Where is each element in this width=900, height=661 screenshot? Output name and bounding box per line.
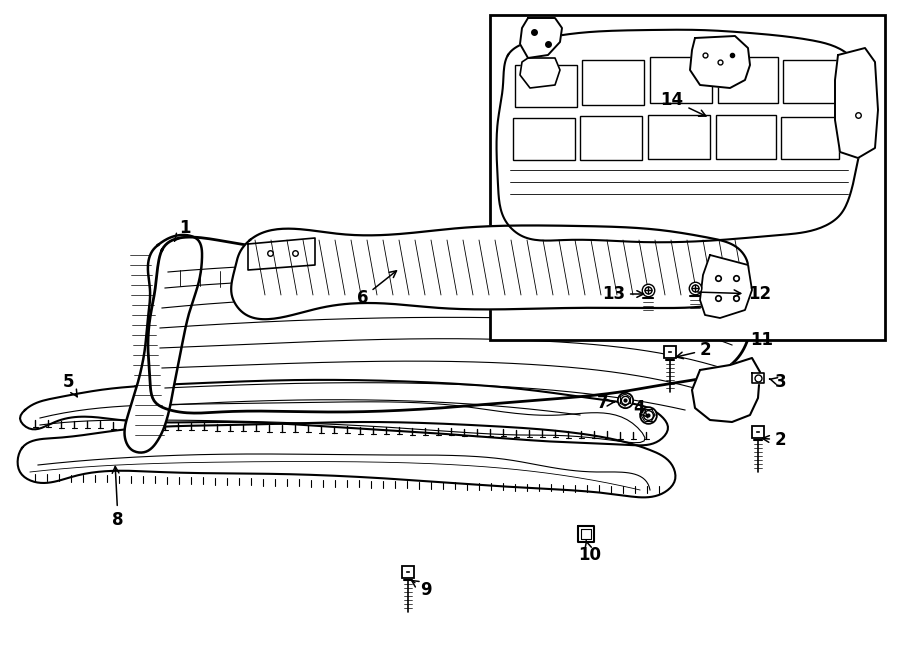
Polygon shape: [690, 36, 750, 88]
Polygon shape: [20, 380, 668, 446]
Polygon shape: [520, 58, 560, 88]
Bar: [515, 65, 577, 107]
Polygon shape: [231, 225, 748, 319]
Text: 13: 13: [602, 285, 644, 303]
Bar: [580, 116, 642, 160]
Polygon shape: [692, 358, 760, 422]
Text: 12: 12: [698, 285, 771, 303]
Polygon shape: [520, 18, 562, 58]
Text: 3: 3: [770, 373, 787, 391]
Text: 1: 1: [175, 219, 191, 241]
Text: 6: 6: [356, 271, 397, 307]
Bar: [781, 117, 839, 159]
Text: 7: 7: [597, 394, 614, 412]
Bar: [490, 15, 885, 340]
Text: 10: 10: [579, 541, 601, 564]
Polygon shape: [835, 48, 878, 158]
Text: 8: 8: [112, 467, 124, 529]
Bar: [513, 118, 575, 160]
Polygon shape: [578, 526, 594, 542]
Polygon shape: [700, 255, 752, 318]
Bar: [783, 60, 841, 103]
Text: 14: 14: [661, 91, 706, 116]
Bar: [582, 60, 644, 105]
Bar: [716, 115, 776, 159]
Text: 11: 11: [751, 331, 773, 349]
Polygon shape: [124, 235, 202, 453]
Bar: [648, 115, 710, 159]
Bar: [650, 57, 712, 103]
Polygon shape: [248, 238, 315, 270]
Polygon shape: [497, 30, 868, 243]
Text: 9: 9: [411, 580, 432, 599]
Polygon shape: [148, 237, 752, 413]
Text: 4: 4: [634, 399, 648, 418]
Text: 2: 2: [762, 431, 787, 449]
Polygon shape: [752, 373, 764, 383]
Text: 5: 5: [62, 373, 77, 397]
Polygon shape: [581, 529, 591, 539]
Polygon shape: [18, 422, 675, 497]
Bar: [718, 57, 778, 103]
Text: 2: 2: [677, 341, 712, 359]
